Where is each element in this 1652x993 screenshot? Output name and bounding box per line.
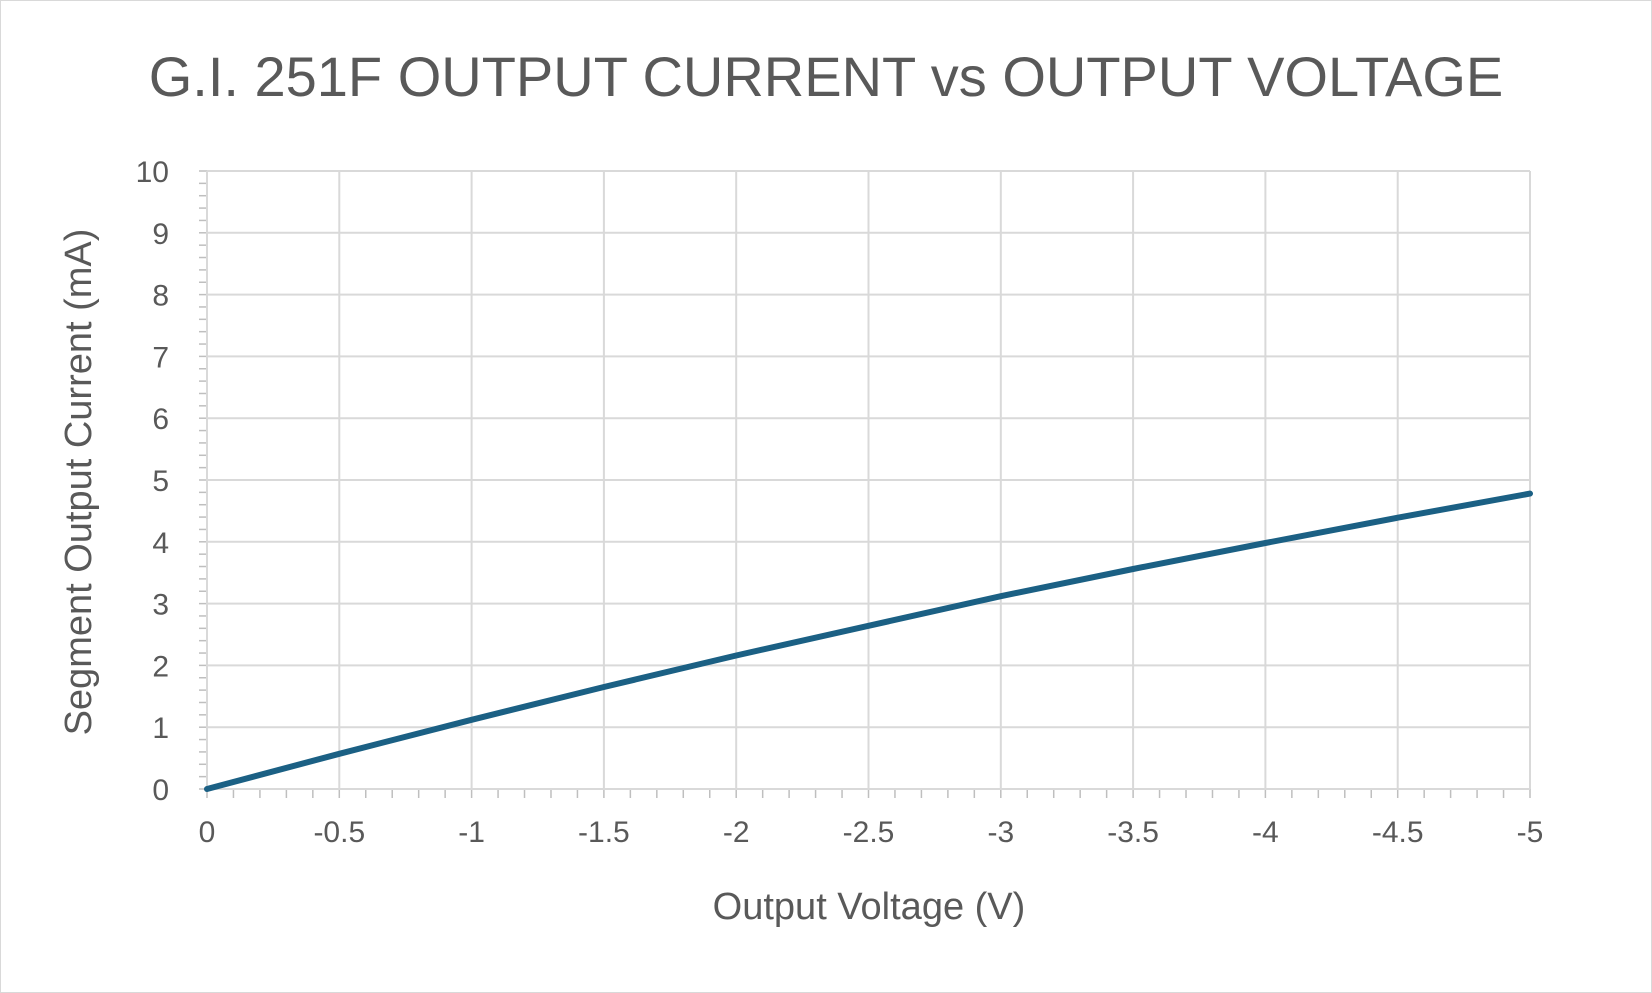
x-tick-label: -3.5 <box>1107 816 1159 849</box>
x-tick-label: -2.5 <box>843 816 895 849</box>
x-tick-label: -1.5 <box>578 816 630 849</box>
x-tick-label: -4 <box>1252 816 1279 849</box>
y-tick-label: 5 <box>152 465 169 498</box>
series-layer <box>204 490 1533 792</box>
y-tick-label: 6 <box>152 403 169 436</box>
series-line <box>204 490 1533 792</box>
y-axis-label: Segment Output Current (mA) <box>58 229 100 736</box>
x-tick-label: -4.5 <box>1372 816 1424 849</box>
y-tick-label: 8 <box>152 280 169 313</box>
x-tick-label: -2 <box>723 816 750 849</box>
axis-layer <box>206 171 1530 790</box>
y-tick-label: 0 <box>152 774 169 807</box>
x-tick-label: -5 <box>1517 816 1544 849</box>
y-tick-label: 7 <box>152 341 169 374</box>
y-tick-label: 2 <box>152 650 169 683</box>
chart-title: G.I. 251F OUTPUT CURRENT vs OUTPUT VOLTA… <box>149 45 1504 108</box>
y-tick-label: 9 <box>152 218 169 251</box>
y-tick-label: 1 <box>152 712 169 745</box>
y-tick-label: 3 <box>152 589 169 622</box>
x-tick-label: 0 <box>199 816 216 849</box>
y-tick-label-layer: 0 1 2 3 4 5 6 7 8 9 10 <box>136 156 169 807</box>
x-tick-label: -3 <box>987 816 1014 849</box>
x-tick-label: -1 <box>458 816 485 849</box>
y-tick-label: 4 <box>152 527 169 560</box>
grid-layer <box>207 170 1531 789</box>
x-tick-label: -0.5 <box>313 816 365 849</box>
minor-tick-layer <box>199 170 1531 798</box>
y-tick-label: 10 <box>136 156 169 189</box>
x-tick-label-layer: 0 -0.5 -1 -1.5 -2 -2.5 -3 -3.5 -4 -4.5 -5 <box>199 816 1544 849</box>
x-axis-label: Output Voltage (V) <box>713 886 1026 928</box>
